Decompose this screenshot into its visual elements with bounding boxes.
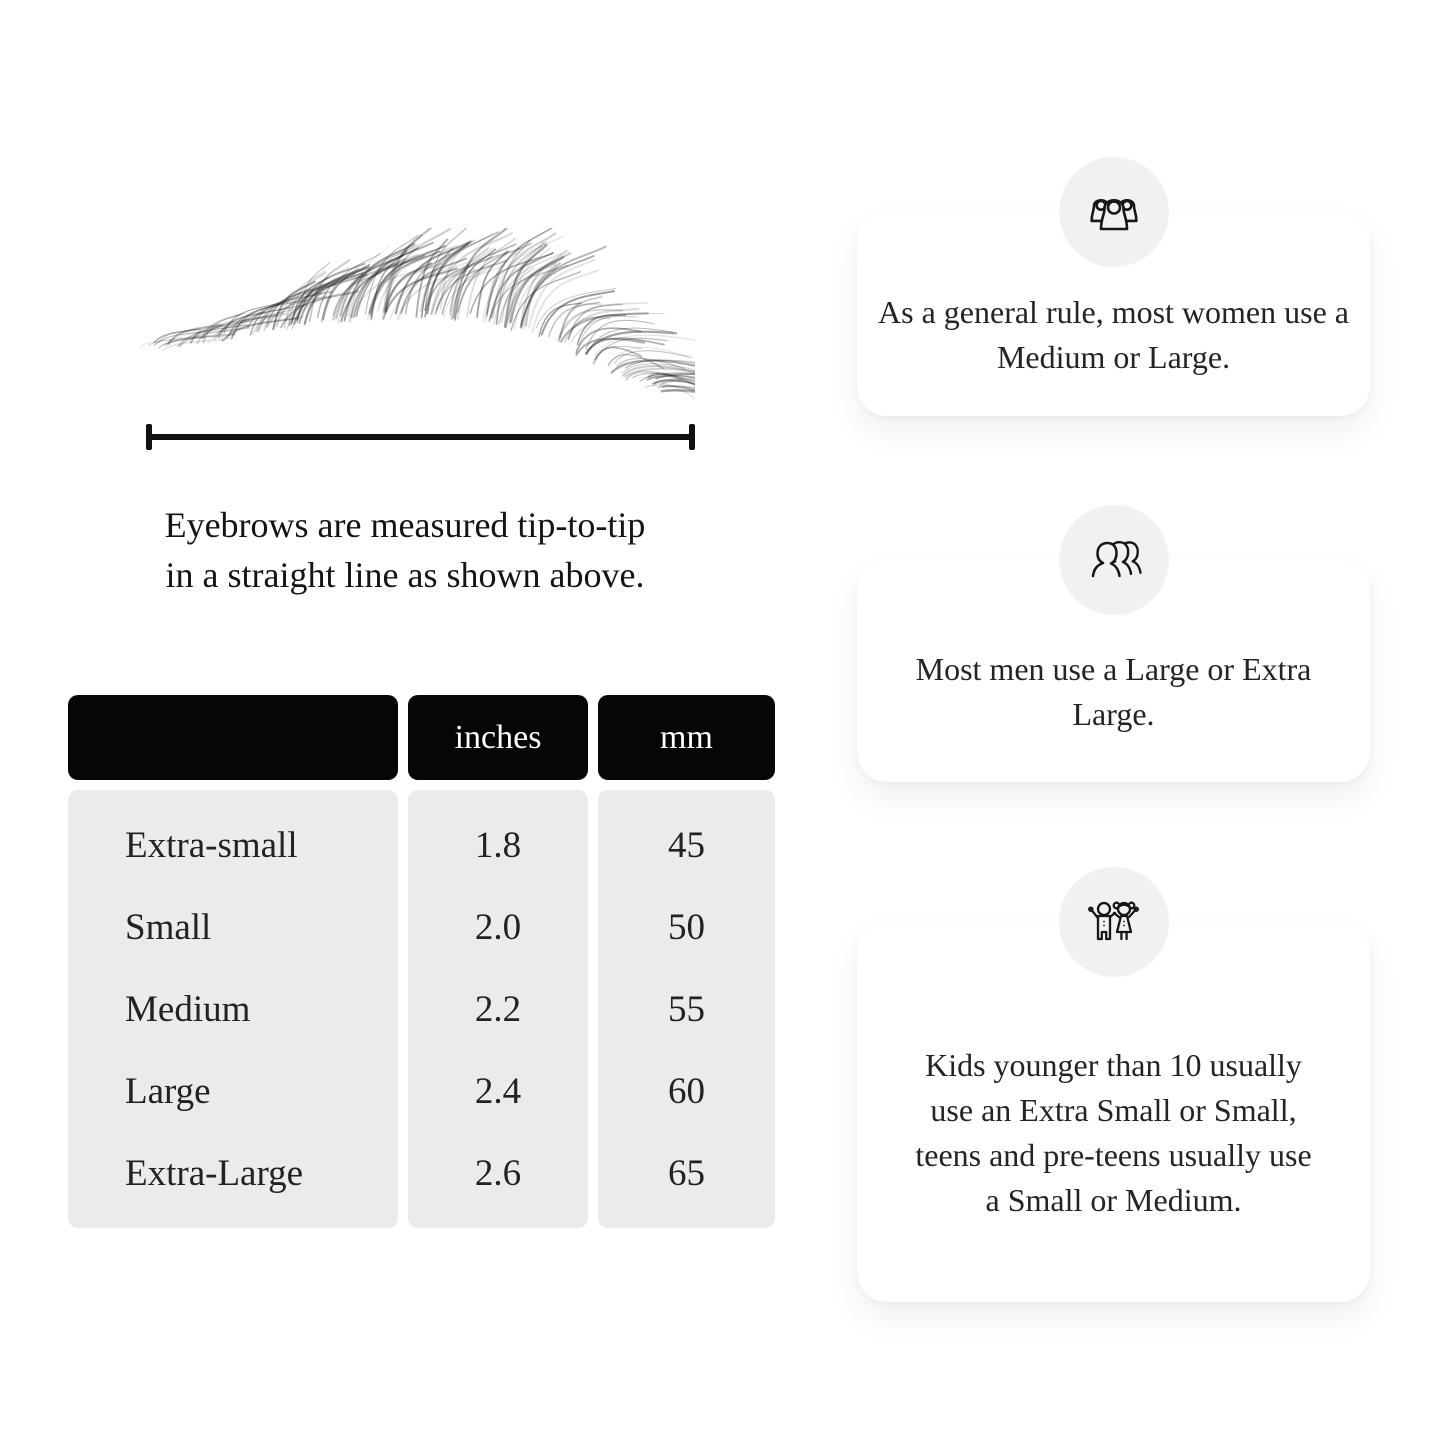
table-cell-size-name: Extra-Large: [125, 1152, 304, 1194]
table-cell-mm: 60: [668, 1070, 705, 1112]
card-text: Most men use a Large or Extra Large.: [915, 651, 1312, 732]
table-cell-inches: 1.8: [474, 824, 522, 866]
table-cell-inches: 2.2: [474, 988, 522, 1030]
men-info-card: Most men use a Large or Extra Large.: [857, 505, 1370, 782]
table-cell-inches: 2.4: [474, 1070, 522, 1112]
size-table: inches mm Extra-small Small Medium Large…: [68, 695, 775, 1228]
women-group-icon: [1089, 198, 1138, 231]
icon-circle: [1058, 157, 1169, 267]
women-info-card: As a general rule, most women use a Medi…: [857, 157, 1370, 416]
measurement-line-bar: [152, 434, 689, 440]
table-cell-mm: 55: [668, 988, 705, 1030]
table-cell-size-name: Large: [125, 1070, 211, 1112]
card-text: As a general rule, most women use a Medi…: [878, 294, 1349, 375]
size-name-column: Extra-small Small Medium Large Extra-Lar…: [68, 790, 398, 1228]
table-cell-inches: 2.0: [474, 906, 522, 948]
measurement-line: [146, 424, 695, 450]
icon-circle: [1058, 867, 1169, 977]
measurement-line-right-cap: [689, 424, 695, 450]
table-cell-mm: 45: [668, 824, 705, 866]
kids-icon: [1087, 901, 1139, 941]
icon-circle: [1058, 505, 1169, 615]
kids-info-card: Kids younger than 10 usually use an Extr…: [857, 867, 1370, 1302]
table-cell-size-name: Medium: [125, 988, 251, 1030]
mm-column: 45 50 55 60 65: [598, 790, 775, 1228]
measurement-line-left-cap: [146, 424, 152, 450]
inches-column: 1.8 2.0 2.2 2.4 2.6: [408, 790, 588, 1228]
table-cell-size-name: Small: [125, 906, 212, 948]
table-header-cell-size: [68, 695, 398, 780]
table-cell-mm: 50: [668, 906, 705, 948]
diagram-caption: Eyebrows are measured tip-to-tip in a st…: [103, 500, 707, 600]
table-cell-inches: 2.6: [474, 1152, 522, 1194]
table-body: Extra-small Small Medium Large Extra-Lar…: [68, 790, 775, 1228]
table-header-cell-inches: inches: [408, 695, 588, 780]
caption-line-1: Eyebrows are measured tip-to-tip: [164, 505, 646, 545]
table-cell-mm: 65: [668, 1152, 705, 1194]
eyebrow-illustration: [139, 228, 695, 400]
table-header-row: inches mm: [68, 695, 775, 780]
table-cell-size-name: Extra-small: [125, 824, 298, 866]
men-group-icon: [1091, 541, 1142, 578]
card-text: Kids younger than 10 usually use an Extr…: [915, 1047, 1312, 1218]
caption-line-2: in a straight line as shown above.: [165, 555, 645, 595]
table-header-cell-mm: mm: [598, 695, 775, 780]
